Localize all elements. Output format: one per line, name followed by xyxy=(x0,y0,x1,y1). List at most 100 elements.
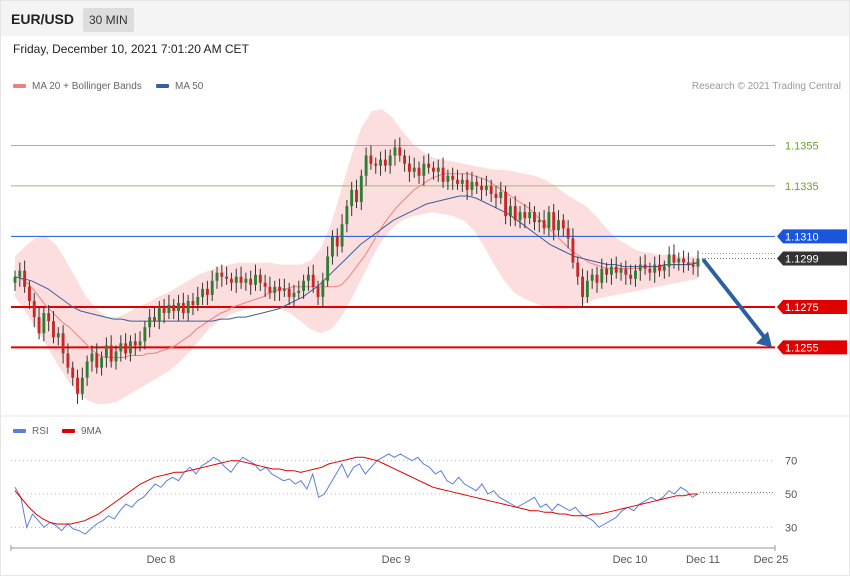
x-tick-label: Dec 10 xyxy=(613,554,648,566)
candle-body xyxy=(403,155,407,164)
candle-body xyxy=(282,288,286,291)
candle-body xyxy=(278,286,281,291)
x-tick-label: Dec 11 xyxy=(686,554,720,566)
candle-body xyxy=(355,189,358,203)
candle-body xyxy=(47,313,51,322)
candle-body xyxy=(316,286,320,297)
candle-body xyxy=(609,266,613,275)
candle-body xyxy=(686,262,690,265)
candle-body xyxy=(186,300,190,314)
resistance-label-1-1335: 1.1335 xyxy=(785,181,819,193)
candle-body xyxy=(32,300,36,318)
candle-body xyxy=(432,167,435,172)
rsi-tick-label: 50 xyxy=(785,489,797,501)
candle-body xyxy=(504,191,508,217)
legend-rsi: RSI xyxy=(13,426,49,437)
candle-body xyxy=(258,274,262,283)
candle-body xyxy=(133,341,137,346)
candle-body xyxy=(571,238,575,263)
candle-body xyxy=(37,317,41,334)
candle-body xyxy=(297,290,301,293)
forecast-arrow-shaft xyxy=(702,258,768,342)
candle-body xyxy=(691,264,695,267)
candle-body xyxy=(66,353,70,368)
candle-body xyxy=(100,357,104,368)
candle-body xyxy=(595,274,599,283)
candle-body xyxy=(417,167,421,176)
candles-group xyxy=(13,137,700,404)
chart-header: EUR/USD 30 MIN xyxy=(1,1,849,36)
candle-body xyxy=(268,286,272,293)
candle-body xyxy=(518,212,522,221)
candle-body xyxy=(331,236,334,257)
candle-body xyxy=(148,317,152,328)
candle-body xyxy=(677,258,681,263)
candle-body xyxy=(634,270,637,279)
candle-body xyxy=(143,327,147,342)
support-label-1-1275: 1.1275 xyxy=(785,302,819,314)
candle-body xyxy=(205,288,209,295)
candle-body xyxy=(302,280,306,291)
legend-ma50-label: MA 50 xyxy=(175,81,204,92)
candle-body xyxy=(196,296,200,305)
candle-body xyxy=(643,264,647,269)
candle-body xyxy=(104,345,108,358)
candle-body xyxy=(441,167,445,182)
candle-body xyxy=(191,300,195,305)
x-tick-label: Dec 9 xyxy=(382,554,411,566)
candle-body xyxy=(90,353,94,362)
ma50-line xyxy=(14,195,699,322)
candle-body xyxy=(239,276,243,283)
candle-body xyxy=(114,351,118,362)
candle-body xyxy=(287,288,291,297)
candle-body xyxy=(600,268,604,283)
x-tick-label: Dec 8 xyxy=(147,554,176,566)
candle-body xyxy=(340,224,344,247)
candle-body xyxy=(369,155,373,164)
candle-body xyxy=(374,163,378,166)
candle-body xyxy=(552,212,556,231)
timestamp: Friday, December 10, 2021 7:01:20 AM CET xyxy=(13,42,249,56)
candle-body xyxy=(422,163,426,176)
candle-body xyxy=(436,167,440,172)
candle-body xyxy=(537,220,541,223)
legend-ma20-bb: MA 20 + Bollinger Bands xyxy=(13,81,142,92)
legend-ma20-bb-label: MA 20 + Bollinger Bands xyxy=(32,81,142,92)
current-tag-1-1310 xyxy=(777,229,847,244)
candle-body xyxy=(18,270,22,277)
candle-body xyxy=(456,179,459,184)
candle-body xyxy=(335,236,339,247)
support-tag-1-1255 xyxy=(777,340,847,355)
bollinger-band xyxy=(15,109,698,404)
symbol-label: EUR/USD xyxy=(11,11,75,27)
candle-body xyxy=(27,286,31,301)
candle-body xyxy=(475,181,479,186)
candle-body xyxy=(172,304,176,312)
candle-body xyxy=(383,159,387,166)
candle-body xyxy=(95,353,99,368)
9ma-swatch xyxy=(62,429,75,434)
candle-body xyxy=(513,206,517,221)
candle-body xyxy=(225,276,229,279)
legend-rsi-label: RSI xyxy=(32,426,49,437)
candle-body xyxy=(465,179,469,190)
candle-body xyxy=(263,282,267,287)
candle-body xyxy=(638,264,642,271)
candle-body xyxy=(201,288,205,297)
ma20-bb-swatch xyxy=(13,84,26,89)
candle-body xyxy=(321,280,325,297)
candle-body xyxy=(311,274,315,287)
candle-body xyxy=(350,189,354,207)
x-tick-label: Dec 25 xyxy=(754,554,789,566)
candle-body xyxy=(388,155,392,166)
candle-body xyxy=(292,292,296,297)
last-price-label: 1.1299 xyxy=(785,254,819,266)
candle-body xyxy=(345,206,349,225)
candle-body xyxy=(460,179,464,184)
candle-body xyxy=(364,155,368,176)
rsi-ma-line xyxy=(14,456,698,525)
candle-body xyxy=(220,272,224,277)
timeframe-badge[interactable]: 30 MIN xyxy=(83,8,134,32)
candle-body xyxy=(489,185,493,194)
